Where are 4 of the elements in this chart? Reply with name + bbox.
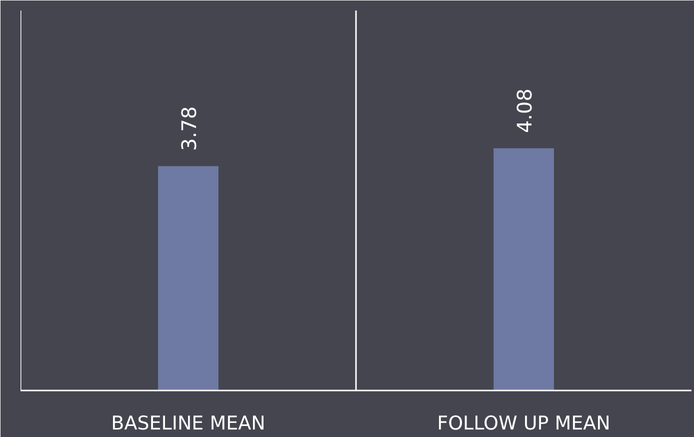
data-label: 4.08: [512, 88, 536, 134]
data-label: 3.78: [176, 106, 201, 151]
x-tick-label: FOLLOW UP MEAN: [437, 412, 610, 434]
x-tick-label: BASELINE MEAN: [111, 412, 266, 434]
